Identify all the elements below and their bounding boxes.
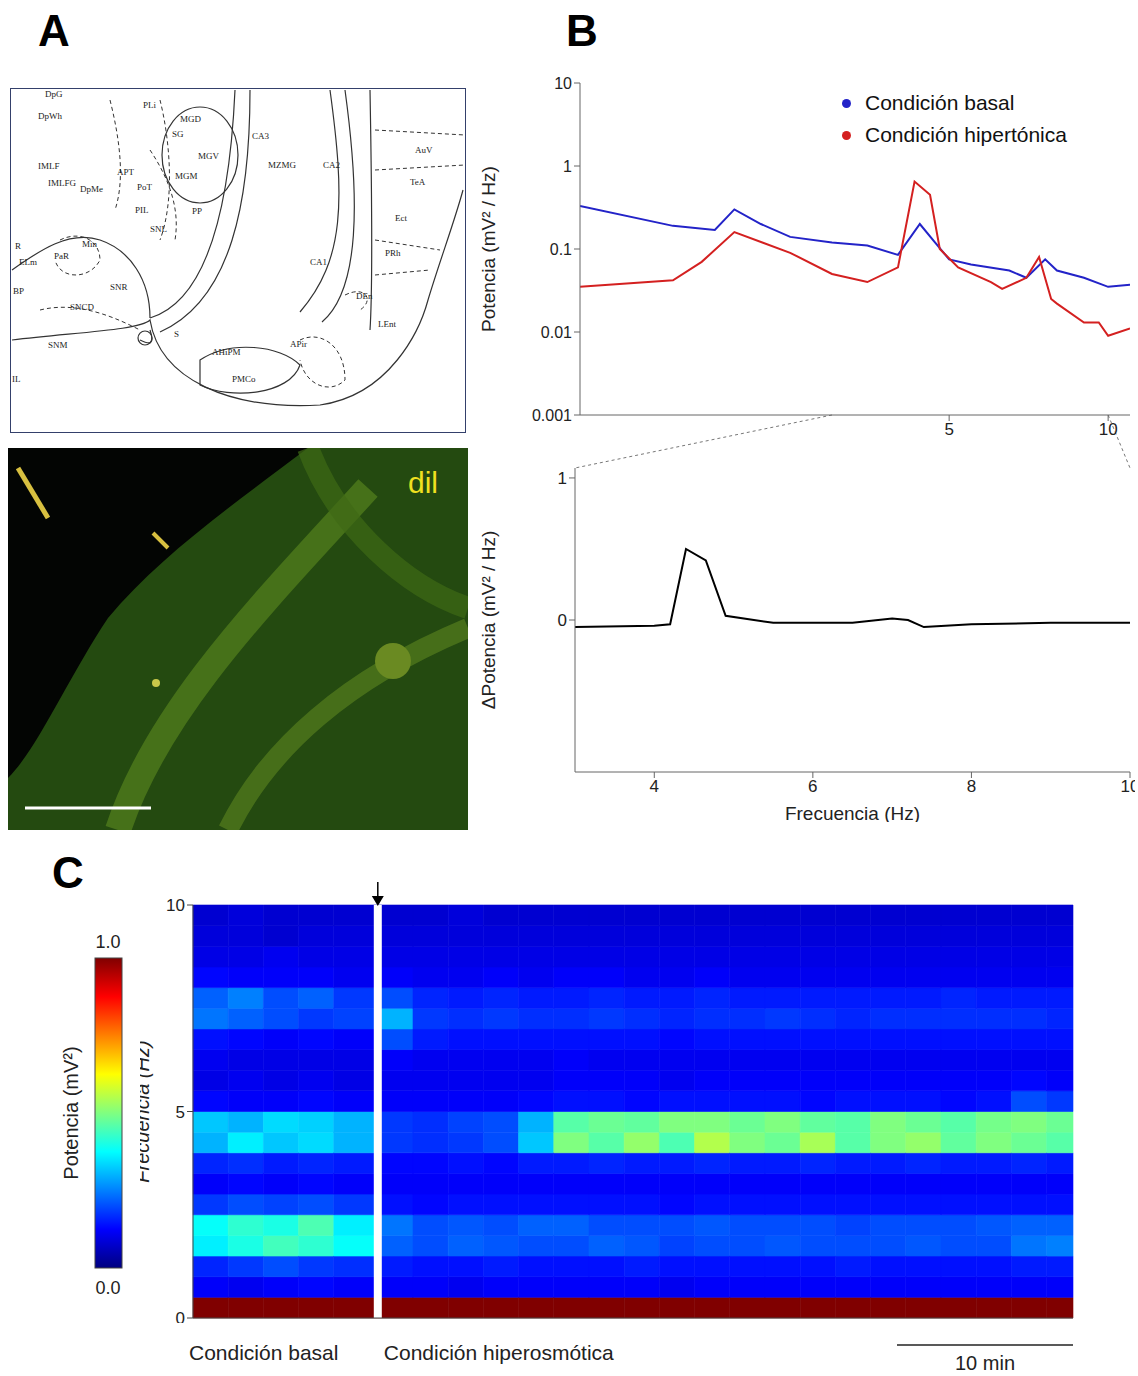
svg-text:dil: dil [408, 466, 438, 499]
svg-text:5: 5 [176, 1103, 185, 1122]
svg-text:DpG: DpG [45, 89, 63, 99]
html-text:B: B [566, 6, 598, 55]
html-text:Condición basal: Condición basal [865, 91, 1015, 114]
svg-text:MGV: MGV [198, 151, 220, 161]
svg-text:BP: BP [13, 286, 24, 296]
svg-text:SNM: SNM [48, 340, 68, 350]
svg-text:PP: PP [192, 206, 202, 216]
svg-text:APir: APir [290, 339, 307, 349]
svg-text:CA2: CA2 [323, 160, 340, 170]
svg-text:Frecuencia (Hz): Frecuencia (Hz) [140, 1040, 153, 1182]
svg-text:Min: Min [82, 239, 98, 249]
svg-text:0: 0 [176, 1309, 185, 1323]
svg-text:Ect: Ect [395, 213, 407, 223]
svg-text:S: S [174, 329, 179, 339]
svg-text:0: 0 [558, 611, 567, 630]
svg-text:ELm: ELm [19, 257, 37, 267]
html-text:A: A [38, 6, 70, 55]
svg-text:Potencia (mV²): Potencia (mV²) [60, 1046, 82, 1179]
svg-text:AHiPM: AHiPM [212, 347, 241, 357]
svg-text:8: 8 [967, 777, 976, 796]
svg-text:IMLF: IMLF [38, 161, 60, 171]
svg-text:CA3: CA3 [252, 131, 270, 141]
svg-text:10: 10 [554, 75, 572, 92]
svg-text:DEn: DEn [356, 291, 373, 301]
svg-text:1.0: 1.0 [95, 932, 120, 952]
svg-text:0.001: 0.001 [532, 407, 572, 424]
svg-text:0.01: 0.01 [541, 324, 572, 341]
svg-text:SNCD: SNCD [70, 302, 95, 312]
svg-text:AuV: AuV [415, 145, 433, 155]
svg-text:PoT: PoT [137, 182, 153, 192]
svg-text:PLi: PLi [143, 100, 157, 110]
svg-text:1: 1 [563, 158, 572, 175]
svg-text:PIL: PIL [135, 205, 149, 215]
svg-text:0.1: 0.1 [550, 241, 572, 258]
svg-text:CA1: CA1 [310, 257, 327, 267]
svg-text:LEnt: LEnt [378, 319, 396, 329]
svg-text:4: 4 [650, 777, 659, 796]
svg-text:Frecuencia (Hz): Frecuencia (Hz) [785, 803, 920, 822]
html-text:Condición hiperosmótica: Condición hiperosmótica [383, 1341, 614, 1364]
svg-text:10: 10 [1121, 777, 1135, 796]
svg-text:PMCo: PMCo [232, 374, 256, 384]
svg-text:IL: IL [12, 374, 21, 384]
svg-text:IMLFG: IMLFG [48, 178, 77, 188]
svg-text:5: 5 [944, 420, 953, 439]
svg-text:R: R [15, 241, 21, 251]
svg-text:1: 1 [558, 469, 567, 488]
svg-text:SG: SG [172, 129, 184, 139]
svg-text:6: 6 [808, 777, 817, 796]
html-text:C: C [52, 848, 84, 897]
svg-text:DpMe: DpMe [80, 184, 103, 194]
svg-text:10 min: 10 min [955, 1352, 1015, 1374]
svg-text:PRh: PRh [385, 248, 401, 258]
html-text:Condición basal: Condición basal [189, 1341, 339, 1364]
svg-text:SNL: SNL [150, 224, 167, 234]
svg-text:ΔPotencia (mV² / Hz): ΔPotencia (mV² / Hz) [478, 531, 499, 709]
svg-text:APT: APT [117, 167, 135, 177]
svg-text:Potencia (mV² / Hz): Potencia (mV² / Hz) [478, 166, 499, 332]
html-text:Condición hipertónica: Condición hipertónica [865, 123, 1067, 146]
svg-text:MZMG: MZMG [268, 160, 297, 170]
svg-text:SNR: SNR [110, 282, 128, 292]
svg-text:MGD: MGD [180, 114, 202, 124]
svg-text:MGM: MGM [175, 171, 198, 181]
svg-text:TeA: TeA [410, 177, 426, 187]
svg-text:10: 10 [1099, 420, 1118, 439]
svg-text:10: 10 [166, 896, 185, 915]
svg-text:0.0: 0.0 [95, 1278, 120, 1298]
svg-text:DpWh: DpWh [38, 111, 62, 121]
svg-text:PaR: PaR [54, 251, 69, 261]
